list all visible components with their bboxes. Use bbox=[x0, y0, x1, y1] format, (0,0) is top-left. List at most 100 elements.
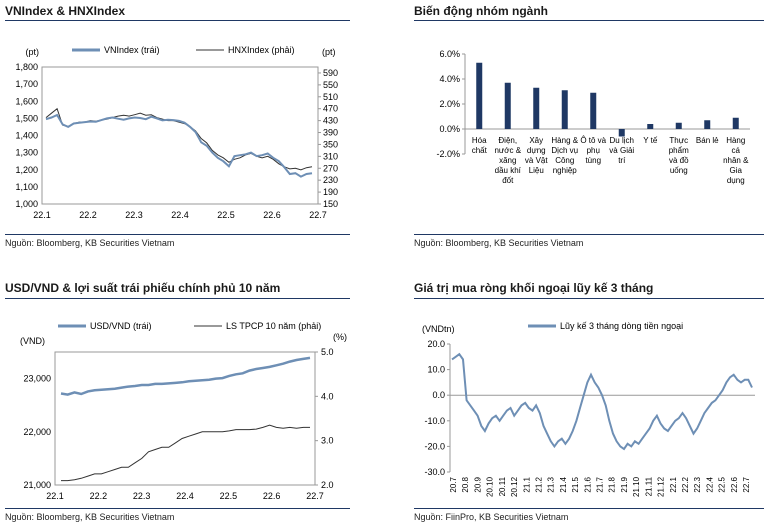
series-line-bond-yield bbox=[61, 424, 310, 482]
sector-label: Ô tô và bbox=[580, 136, 606, 145]
sector-label: xăng bbox=[499, 156, 516, 165]
x-tick-label: 22.7 bbox=[742, 476, 751, 492]
y-tick-label: 10.0 bbox=[427, 365, 445, 375]
right-tick-label: 430 bbox=[323, 116, 338, 126]
sector-label: Bán lẻ bbox=[696, 136, 719, 145]
left-tick-label: 1,100 bbox=[15, 182, 38, 192]
x-tick-label: 20.12 bbox=[510, 476, 519, 497]
series-line-usdvnd bbox=[60, 356, 311, 396]
sector-label: và Vật bbox=[525, 156, 548, 165]
sector-label: dụng bbox=[727, 176, 745, 185]
sector-label: Công bbox=[555, 156, 574, 165]
y-tick-label: 0.0 bbox=[432, 390, 445, 400]
legend-label-usdvnd: USD/VND (trái) bbox=[90, 321, 152, 331]
x-tick-label: 22.3 bbox=[133, 491, 151, 501]
x-tick-label: 21.2 bbox=[535, 476, 544, 492]
right-tick-label: 510 bbox=[323, 92, 338, 102]
sector-bar bbox=[675, 122, 682, 129]
x-tick-label: 21.6 bbox=[583, 476, 592, 492]
x-tick-label: 21.9 bbox=[620, 476, 629, 492]
legend-label-foreign-flow: Lũy kế 3 tháng dòng tiền ngoại bbox=[560, 321, 683, 331]
panel-title-sectors: Biến động nhóm ngành bbox=[414, 4, 548, 18]
x-tick-label: 21.11 bbox=[644, 476, 653, 496]
title-rule bbox=[5, 20, 350, 21]
source-vnindex: Nguồn: Bloomberg, KB Securities Vietnam bbox=[5, 238, 175, 248]
x-tick-label: 21.5 bbox=[571, 476, 580, 492]
right-tick-label: 190 bbox=[323, 187, 338, 197]
source-rule bbox=[414, 234, 764, 235]
y-tick-label: -2.0% bbox=[436, 149, 460, 159]
sector-bar bbox=[533, 87, 540, 129]
sector-label: dầu khí bbox=[495, 166, 522, 175]
left-tick-label: 1,500 bbox=[15, 113, 38, 123]
series-line-hnxindex bbox=[45, 107, 313, 171]
x-tick-label: 22.1 bbox=[33, 210, 51, 220]
left-tick-label: 21,000 bbox=[23, 480, 51, 490]
sector-bar bbox=[704, 120, 711, 129]
y-tick-label: -10.0 bbox=[424, 416, 445, 426]
source-rule bbox=[5, 234, 350, 235]
source-sectors: Nguồn: Bloomberg, KB Securities Vietnam bbox=[414, 238, 584, 248]
source-rule bbox=[414, 508, 764, 509]
x-tick-label: 21.8 bbox=[608, 476, 617, 492]
right-tick-label: 150 bbox=[323, 199, 338, 209]
y-tick-label: -20.0 bbox=[424, 441, 445, 451]
right-tick-label: 5.0 bbox=[321, 347, 334, 357]
y-tick-label: 6.0% bbox=[439, 49, 460, 59]
x-tick-label: 22.3 bbox=[125, 210, 143, 220]
sector-label: nước & bbox=[494, 146, 521, 155]
sector-label: Du lịch bbox=[610, 136, 634, 145]
right-tick-label: 590 bbox=[323, 68, 338, 78]
right-tick-label: 550 bbox=[323, 80, 338, 90]
sector-label: tùng bbox=[585, 156, 601, 165]
x-tick-label: 22.4 bbox=[176, 491, 194, 501]
x-tick-label: 22.7 bbox=[309, 210, 327, 220]
sector-label: Xây bbox=[529, 136, 543, 145]
right-tick-label: 310 bbox=[323, 151, 338, 161]
x-tick-label: 20.9 bbox=[473, 476, 482, 492]
sector-label: nghiệp bbox=[553, 166, 578, 175]
y-tick-label: 4.0% bbox=[439, 74, 460, 84]
chart-vnindex: (pt) (pt) 1,000 1,100 1,200 1,300 1,400 1,500 1,… bbox=[15, 45, 338, 220]
right-tick-label: 270 bbox=[323, 163, 338, 173]
x-tick-label: 22.2 bbox=[79, 210, 97, 220]
panel-title-vnindex: VNIndex & HNXIndex bbox=[5, 4, 126, 18]
right-tick-label: 390 bbox=[323, 128, 338, 138]
y-axis-unit: (VNDtn) bbox=[422, 324, 455, 334]
sector-bar bbox=[732, 117, 739, 129]
sector-label: phụ bbox=[587, 146, 600, 155]
x-tick-label: 21.12 bbox=[657, 476, 666, 497]
y-tick-label: 20.0 bbox=[427, 339, 445, 349]
right-tick-label: 2.0 bbox=[321, 480, 334, 490]
sector-label: Điện, bbox=[498, 136, 517, 145]
x-tick-label: 20.7 bbox=[449, 476, 458, 492]
right-axis-unit: (%) bbox=[333, 332, 347, 342]
sector-bar bbox=[504, 82, 511, 129]
right-axis-unit: (pt) bbox=[322, 47, 336, 57]
sector-label: đốt bbox=[502, 176, 514, 185]
title-rule bbox=[414, 298, 764, 299]
sector-label: Gia bbox=[730, 166, 743, 175]
plot-frame bbox=[41, 66, 319, 205]
x-tick-label: 22.5 bbox=[718, 476, 727, 492]
sector-label: nhân & bbox=[723, 156, 749, 165]
sector-label: Hóa bbox=[472, 136, 487, 145]
sector-label: phẩm bbox=[669, 146, 689, 155]
source-foreign: Nguồn: FiinPro, KB Securities Vietnam bbox=[414, 512, 569, 522]
chart-usdvnd: (VND) (%) 21,000 22,000 23,000 2.0 3.0 4.0 5.0 22… bbox=[20, 321, 347, 501]
x-tick-label: 22.5 bbox=[217, 210, 235, 220]
left-axis-unit: (pt) bbox=[26, 47, 40, 57]
left-tick-label: 1,200 bbox=[15, 165, 38, 175]
y-tick-label: 0.0% bbox=[439, 124, 460, 134]
left-tick-label: 1,600 bbox=[15, 96, 38, 106]
y-tick-label: 2.0% bbox=[439, 99, 460, 109]
sector-label: Thực bbox=[669, 136, 688, 145]
x-tick-label: 22.6 bbox=[263, 491, 281, 501]
series-line-foreign-flow bbox=[451, 352, 753, 451]
x-tick-label: 21.4 bbox=[559, 476, 568, 492]
right-tick-label: 350 bbox=[323, 139, 338, 149]
sector-label: Liệu bbox=[529, 166, 544, 175]
sector-label: Dịch vụ bbox=[551, 146, 578, 155]
right-tick-label: 470 bbox=[323, 104, 338, 114]
